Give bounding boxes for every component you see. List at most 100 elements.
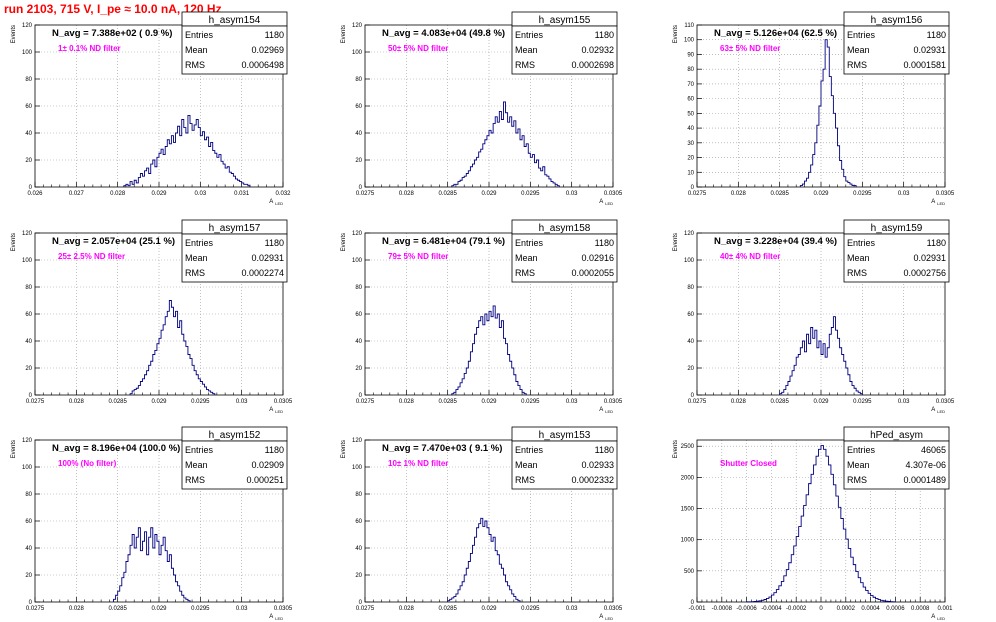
y-axis-title: Events: [341, 440, 347, 458]
y-tick-label: 60: [687, 97, 694, 103]
x-tick-label: 0.0305: [274, 399, 293, 405]
y-tick-label: 60: [25, 104, 32, 110]
filter-note: 63± 5% ND filter: [720, 44, 780, 53]
stats-box: [181, 440, 288, 490]
stat-label: Mean: [515, 45, 538, 55]
x-axis-title: A LED: [931, 199, 945, 206]
x-tick-label: 0.0305: [604, 191, 623, 197]
x-tick-label: 0: [819, 606, 823, 612]
histogram-line: [779, 316, 863, 395]
y-axis-title: Events: [673, 25, 679, 43]
stat-label: RMS: [847, 475, 867, 485]
x-tick-label: 0.0006: [886, 606, 905, 612]
x-axis-title: A LED: [269, 407, 283, 414]
histogram-panel: 0.0275 0.028 0.0285 0.029 0.0295 0.03 0.0305 0 2…: [341, 219, 623, 414]
y-tick-label: 40: [25, 546, 32, 552]
y-axis-title: Events: [11, 25, 17, 43]
x-tick-label: 0.028: [110, 191, 126, 197]
y-tick-label: 20: [687, 156, 694, 162]
x-tick-label: 0.0285: [108, 606, 127, 612]
stat-value: 0.0001581: [903, 60, 946, 70]
x-tick-label: 0.0305: [274, 606, 293, 612]
y-tick-label: 120: [352, 23, 363, 29]
y-tick-label: 40: [25, 339, 32, 345]
stat-label: Mean: [185, 460, 208, 470]
x-tick-label: 0.031: [234, 191, 250, 197]
x-tick-label: -0.0008: [712, 606, 733, 612]
stat-value: 1180: [265, 30, 284, 40]
y-tick-label: 60: [25, 519, 32, 525]
histogram-name: hPed_asym: [870, 430, 923, 441]
x-tick-label: 0.029: [151, 606, 167, 612]
stat-label: RMS: [515, 268, 535, 278]
x-tick-label: 0.0275: [688, 399, 707, 405]
y-tick-label: 90: [687, 52, 694, 58]
histogram-panel: 0.0275 0.028 0.0285 0.029 0.0295 0.03 0.0305 0 2…: [341, 11, 623, 206]
y-tick-label: 1000: [681, 538, 695, 544]
histogram-name: h_asym157: [209, 223, 261, 234]
x-tick-label: 0.0305: [936, 191, 955, 197]
stat-label: Mean: [847, 45, 870, 55]
y-tick-label: 20: [687, 366, 694, 372]
y-tick-label: 20: [355, 573, 362, 579]
y-axis-title: Events: [673, 233, 679, 251]
stat-value: 0.0002274: [241, 268, 284, 278]
stat-value: 1180: [595, 238, 614, 248]
x-tick-label: -0.0006: [736, 606, 757, 612]
x-tick-label: 0.0275: [356, 606, 375, 612]
stat-label: RMS: [847, 268, 867, 278]
stats-box: [511, 25, 618, 75]
y-tick-label: 40: [355, 546, 362, 552]
stat-value: 1180: [265, 445, 284, 455]
histogram-panel: 0.0275 0.028 0.0285 0.029 0.0295 0.03 0.0305 0 1…: [673, 11, 955, 206]
y-tick-label: 100: [352, 50, 363, 56]
y-tick-label: 100: [352, 258, 363, 264]
y-tick-label: 0: [691, 393, 695, 399]
stat-label: Entries: [847, 445, 876, 455]
y-tick-label: 60: [355, 104, 362, 110]
y-tick-label: 2000: [681, 475, 695, 481]
x-tick-label: 0.028: [399, 606, 415, 612]
histogram-panel: -0.001 -0.0008 -0.0006 -0.0004 -0.0002 0 0.000…: [673, 426, 953, 621]
stat-label: RMS: [185, 268, 205, 278]
y-tick-label: 40: [25, 131, 32, 137]
y-tick-label: 40: [355, 131, 362, 137]
x-tick-label: 0.028: [69, 399, 85, 405]
stat-label: RMS: [515, 60, 535, 70]
histogram-name: h_asym153: [539, 430, 591, 441]
y-tick-label: 80: [25, 285, 32, 291]
filter-note: 79± 5% ND filter: [388, 252, 448, 261]
stat-label: Mean: [847, 460, 870, 470]
filter-note: Shutter Closed: [720, 459, 777, 468]
stat-label: RMS: [847, 60, 867, 70]
stat-label: Entries: [847, 30, 876, 40]
y-tick-label: 500: [684, 569, 695, 575]
x-tick-label: 0.0295: [521, 606, 540, 612]
histogram-line: [746, 445, 896, 603]
histogram-name: h_asym158: [539, 223, 591, 234]
stat-label: Mean: [185, 45, 208, 55]
x-axis-title: A LED: [599, 199, 613, 206]
x-tick-label: 0.026: [27, 191, 43, 197]
x-tick-label: 0.0002: [837, 606, 856, 612]
stat-label: Entries: [185, 445, 214, 455]
histogram-name: h_asym154: [209, 15, 261, 26]
stat-label: Entries: [515, 238, 544, 248]
n-avg-label: N_avg = 7.470e+03 ( 9.1 %): [382, 443, 502, 454]
histogram-line: [451, 305, 527, 395]
filter-note: 25± 2.5% ND filter: [58, 252, 125, 261]
stat-value: 4.307e-06: [905, 460, 946, 470]
stats-box: [843, 233, 950, 283]
n-avg-label: N_avg = 3.228e+04 (39.4 %): [714, 236, 837, 247]
y-tick-label: 60: [355, 519, 362, 525]
stat-label: RMS: [515, 475, 535, 485]
x-tick-label: 0.0285: [770, 191, 789, 197]
y-tick-label: 120: [352, 231, 363, 237]
x-tick-label: 0.03: [236, 399, 248, 405]
stat-label: RMS: [185, 60, 205, 70]
y-tick-label: 60: [25, 312, 32, 318]
filter-note: 100% (No filter): [58, 459, 117, 468]
x-axis-title: A LED: [599, 407, 613, 414]
x-axis-title: A LED: [931, 407, 945, 414]
stats-box: [511, 440, 618, 490]
